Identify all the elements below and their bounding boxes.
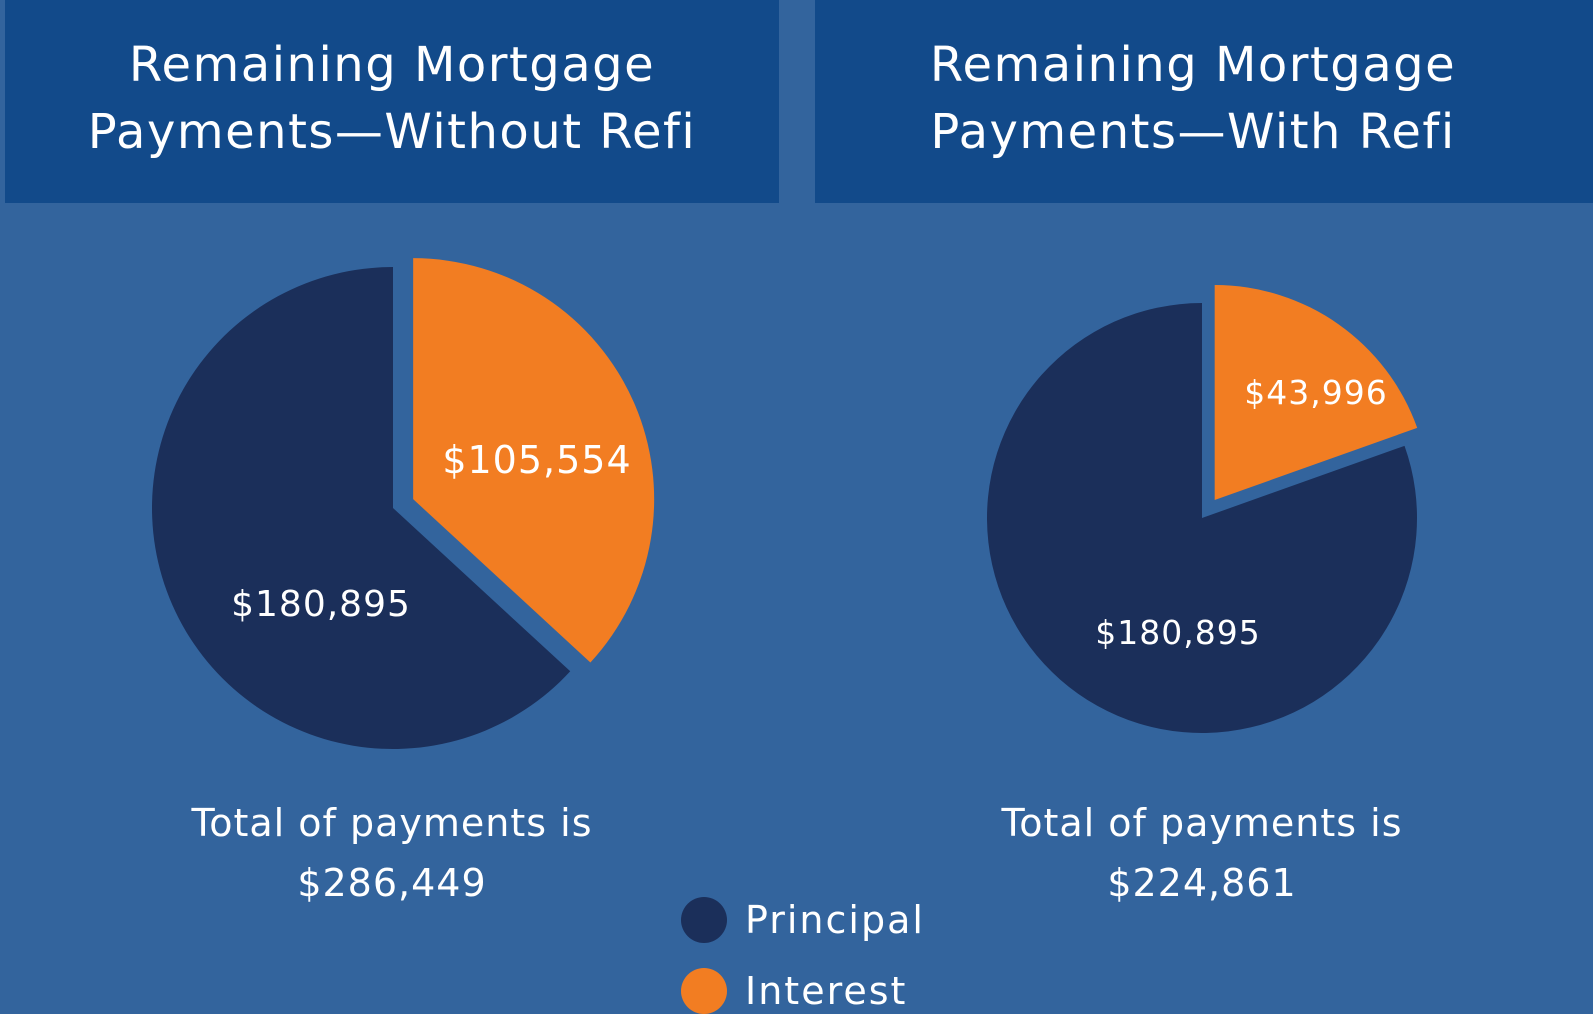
pie-slice-interest [1214, 285, 1418, 501]
title-with-refi-line-2: Payments—With Refi [930, 104, 1455, 160]
total-without-refi-line-2: $286,449 [297, 861, 486, 905]
pie-slice-principal [987, 303, 1418, 734]
pie-slice-principal [151, 267, 571, 750]
slice-label-interest: $105,554 [442, 438, 631, 482]
total-with-refi-line-2: $224,861 [1107, 861, 1296, 905]
title-without-refi-line-1: Remaining Mortgage [129, 37, 655, 93]
title-without-refi-line-2: Payments—Without Refi [88, 104, 696, 160]
legend-principal-label: Principal [745, 898, 925, 942]
legend-interest-label: Interest [745, 969, 907, 1013]
header-panel-without-refi [5, 0, 779, 203]
legend-principal-swatch-icon [681, 897, 727, 943]
legend-interest-swatch-icon [681, 968, 727, 1014]
total-with-refi-line-1: Total of payments is [1000, 801, 1402, 845]
slice-label-principal: $180,895 [1095, 613, 1260, 652]
slice-label-principal: $180,895 [231, 584, 411, 625]
legend: Principal Interest [681, 897, 925, 1014]
pie-chart-without-refi: $105,554 $180,895 [151, 258, 655, 750]
pie-chart-with-refi: $43,996 $180,895 [987, 285, 1418, 734]
slice-label-interest: $43,996 [1244, 373, 1387, 412]
title-with-refi-line-1: Remaining Mortgage [930, 37, 1456, 93]
pie-slice-interest [413, 258, 655, 663]
total-without-refi-line-1: Total of payments is [190, 801, 592, 845]
header-panel-with-refi [815, 0, 1593, 203]
